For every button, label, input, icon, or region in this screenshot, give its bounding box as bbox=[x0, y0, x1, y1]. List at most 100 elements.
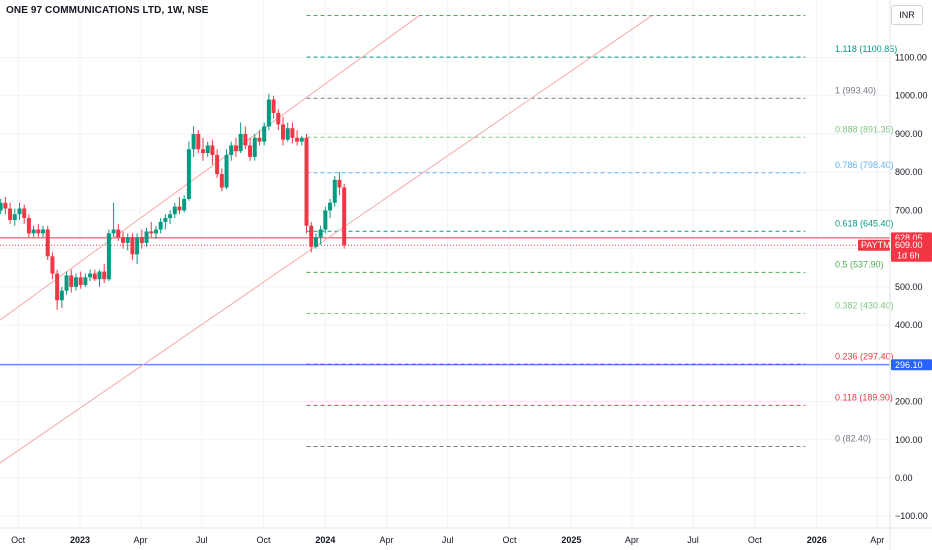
candle-body bbox=[92, 273, 97, 280]
fibonacci-levels[interactable]: 1.118 (1100.85) 1 (993.40) 0.888 (891.35) 0… bbox=[306, 14, 898, 448]
candle-body bbox=[215, 154, 220, 175]
y-tick-label: 1000.00 bbox=[895, 91, 928, 101]
candle bbox=[342, 183, 347, 249]
x-tick-label: Jul bbox=[196, 535, 208, 545]
symbol-tag bbox=[858, 239, 890, 251]
candle bbox=[88, 269, 93, 282]
candle-body bbox=[229, 145, 234, 155]
candle-body bbox=[12, 214, 17, 220]
y-tick-label: 0.00 bbox=[895, 473, 913, 483]
candle-body bbox=[332, 179, 337, 203]
fib-level-label: 1.118 (1100.85) bbox=[835, 44, 897, 54]
candle bbox=[3, 197, 8, 215]
candle-body bbox=[205, 145, 210, 154]
candle bbox=[323, 206, 328, 234]
price-tag-value: 609.00 bbox=[895, 240, 923, 250]
candle-body bbox=[318, 229, 323, 238]
fib-level-label: 0.888 (891.35) bbox=[835, 124, 894, 134]
candle-body bbox=[243, 133, 248, 146]
candle-body bbox=[26, 218, 31, 234]
candle bbox=[125, 233, 130, 251]
candle bbox=[8, 202, 13, 224]
candle-body bbox=[59, 290, 64, 301]
candle-body bbox=[257, 137, 262, 142]
candle-body bbox=[130, 237, 135, 255]
candle bbox=[191, 126, 196, 157]
candle-body bbox=[290, 128, 295, 138]
horizontal-lines[interactable] bbox=[0, 237, 890, 366]
candle-body bbox=[55, 273, 60, 301]
candle-body bbox=[102, 271, 107, 280]
fib-level-label: 0.618 (645.40) bbox=[835, 218, 894, 228]
currency-button[interactable]: INR bbox=[891, 5, 923, 25]
candle bbox=[135, 233, 140, 264]
candle bbox=[224, 149, 229, 190]
candle-body bbox=[158, 221, 163, 230]
candle-body bbox=[210, 145, 215, 155]
y-tick-label: 700.00 bbox=[895, 205, 923, 215]
x-tick-label: Oct bbox=[256, 535, 271, 545]
candle-body bbox=[106, 233, 111, 280]
candle bbox=[55, 269, 60, 310]
candle bbox=[144, 227, 149, 247]
candle bbox=[271, 95, 276, 119]
candle-body bbox=[36, 229, 41, 234]
fib-level-label: 0.786 (798.40) bbox=[835, 160, 894, 170]
candle-body bbox=[135, 237, 140, 255]
candle bbox=[26, 214, 31, 238]
candle bbox=[332, 176, 337, 207]
y-tick-label: 900.00 bbox=[895, 129, 923, 139]
candle bbox=[262, 122, 267, 146]
candle bbox=[78, 271, 83, 289]
candle bbox=[295, 130, 300, 146]
candle-body bbox=[31, 229, 36, 234]
candle-body bbox=[309, 225, 314, 247]
candle-body bbox=[219, 174, 224, 188]
candle-body bbox=[0, 202, 3, 211]
fib-level-label: 1 (993.40) bbox=[835, 85, 876, 95]
candle-body bbox=[177, 206, 182, 211]
candle bbox=[59, 286, 64, 308]
candle-body bbox=[233, 145, 238, 152]
candle bbox=[0, 198, 3, 215]
candle bbox=[83, 273, 88, 287]
candle bbox=[243, 126, 248, 150]
candle-body bbox=[97, 271, 102, 280]
candle bbox=[233, 137, 238, 157]
candle bbox=[205, 141, 210, 157]
candle bbox=[238, 122, 243, 154]
candle-body bbox=[337, 179, 342, 188]
candle bbox=[266, 93, 271, 131]
candle bbox=[172, 202, 177, 219]
candle bbox=[290, 122, 295, 144]
candle bbox=[69, 269, 74, 293]
candle bbox=[177, 197, 182, 215]
candle-body bbox=[153, 229, 158, 234]
trendlines[interactable] bbox=[0, 15, 653, 472]
y-tick-label: 1100.00 bbox=[895, 53, 927, 63]
y-tick-label: 500.00 bbox=[895, 282, 923, 292]
candle-body bbox=[125, 237, 130, 243]
candle-body bbox=[328, 202, 333, 211]
candle bbox=[285, 122, 290, 142]
candle bbox=[36, 223, 41, 238]
candle bbox=[196, 130, 201, 154]
candle bbox=[309, 221, 314, 253]
candle-body bbox=[238, 133, 243, 152]
candle bbox=[318, 225, 323, 245]
y-tick-label: −100.00 bbox=[895, 511, 928, 521]
x-tick-label: 2023 bbox=[70, 535, 90, 545]
candle bbox=[252, 133, 257, 161]
candle-body bbox=[149, 231, 154, 234]
fib-level-label: 0.236 (297.40) bbox=[835, 351, 894, 361]
candle-body bbox=[78, 277, 83, 285]
candle-body bbox=[266, 99, 271, 127]
candle-body bbox=[191, 133, 196, 150]
candle bbox=[313, 233, 318, 249]
candle bbox=[328, 198, 333, 219]
candle-body bbox=[69, 275, 74, 287]
candle-body bbox=[172, 206, 177, 215]
candle-body bbox=[323, 210, 328, 230]
